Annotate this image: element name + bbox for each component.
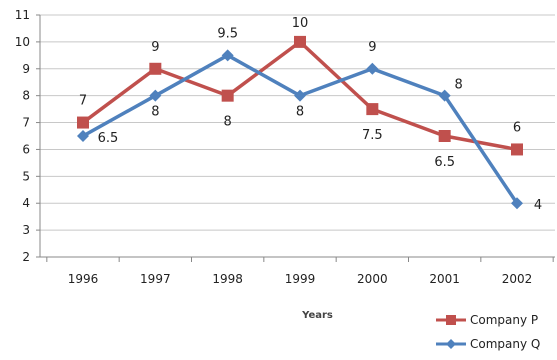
company-q-label-1997: 8 bbox=[151, 105, 159, 120]
x-tick-label-1996: 1996 bbox=[68, 272, 99, 286]
x-tick-label-1998: 1998 bbox=[212, 272, 243, 286]
company-q-point-1999 bbox=[294, 89, 306, 102]
y-tick-label-8: 8 bbox=[22, 89, 30, 103]
x-axis: 1996 1997 1998 1999 2000 2001 2002 bbox=[40, 256, 555, 286]
company-q-point-1996 bbox=[77, 130, 89, 142]
company-q-point-1997 bbox=[149, 89, 162, 102]
company-q-point-2000 bbox=[366, 62, 379, 75]
company-q-label-2001: 8 bbox=[455, 78, 463, 93]
company-p-point-1998 bbox=[221, 89, 234, 102]
company-q-label-1998: 9.5 bbox=[217, 26, 238, 41]
company-q-point-2001 bbox=[438, 89, 451, 102]
x-tick-label-2002: 2002 bbox=[502, 272, 533, 286]
y-tick-label-3: 3 bbox=[22, 223, 30, 237]
company-q-line bbox=[82, 53, 519, 205]
company-p-point-2001 bbox=[438, 130, 451, 142]
company-p-label-2000: 7.5 bbox=[362, 128, 383, 143]
company-p-label-1999: 10 bbox=[292, 16, 309, 31]
series-group bbox=[77, 35, 523, 210]
y-tick-label-5: 5 bbox=[22, 169, 30, 183]
x-tick-label-1997: 1997 bbox=[140, 272, 171, 286]
company-p-point-1996 bbox=[77, 116, 89, 129]
legend-company-p-label: Company P bbox=[470, 313, 538, 327]
legend-company-q-marker bbox=[446, 339, 456, 349]
x-tick-label-2001: 2001 bbox=[429, 272, 460, 286]
company-p-point-2000 bbox=[366, 103, 379, 116]
y-tick-label-2: 2 bbox=[22, 250, 30, 264]
y-tick-label-11: 11 bbox=[15, 8, 30, 22]
legend: Company P Company Q bbox=[436, 313, 540, 351]
company-p-point-1999 bbox=[294, 35, 306, 48]
company-q-label-2000: 9 bbox=[368, 40, 376, 55]
legend-company-p-marker bbox=[446, 315, 456, 325]
y-tick-label-10: 10 bbox=[15, 35, 30, 49]
company-q-point-2002 bbox=[511, 197, 523, 210]
company-p-label-2001: 6.5 bbox=[434, 155, 455, 170]
y-tick-label-7: 7 bbox=[22, 116, 30, 130]
legend-company-q-label: Company Q bbox=[470, 337, 540, 351]
x-axis-title: Years bbox=[301, 310, 333, 321]
y-tick-label-4: 4 bbox=[22, 196, 30, 210]
company-q-label-1999: 8 bbox=[296, 105, 304, 120]
y-tick-label-6: 6 bbox=[22, 142, 30, 156]
company-q-label-2002: 4 bbox=[534, 198, 542, 213]
data-labels: 7 9 8 10 7.5 6.5 6 6.5 8 9.5 8 9 8 4 bbox=[79, 16, 542, 213]
company-p-label-1997: 9 bbox=[151, 40, 159, 55]
company-p-point-1997 bbox=[149, 62, 162, 75]
company-p-label-1998: 8 bbox=[224, 115, 232, 130]
company-p-point-2002 bbox=[511, 143, 523, 156]
y-axis: 2 3 4 5 6 7 8 9 10 11 bbox=[15, 8, 41, 264]
y-tick-label-9: 9 bbox=[22, 62, 30, 76]
company-q-point-1998 bbox=[221, 49, 234, 62]
company-p-label-1996: 7 bbox=[79, 94, 87, 109]
company-q-label-1996: 6.5 bbox=[98, 131, 119, 146]
x-tick-label-1999: 1999 bbox=[285, 272, 316, 286]
x-tick-label-2000: 2000 bbox=[357, 272, 388, 286]
company-p-label-2002: 6 bbox=[513, 120, 521, 135]
